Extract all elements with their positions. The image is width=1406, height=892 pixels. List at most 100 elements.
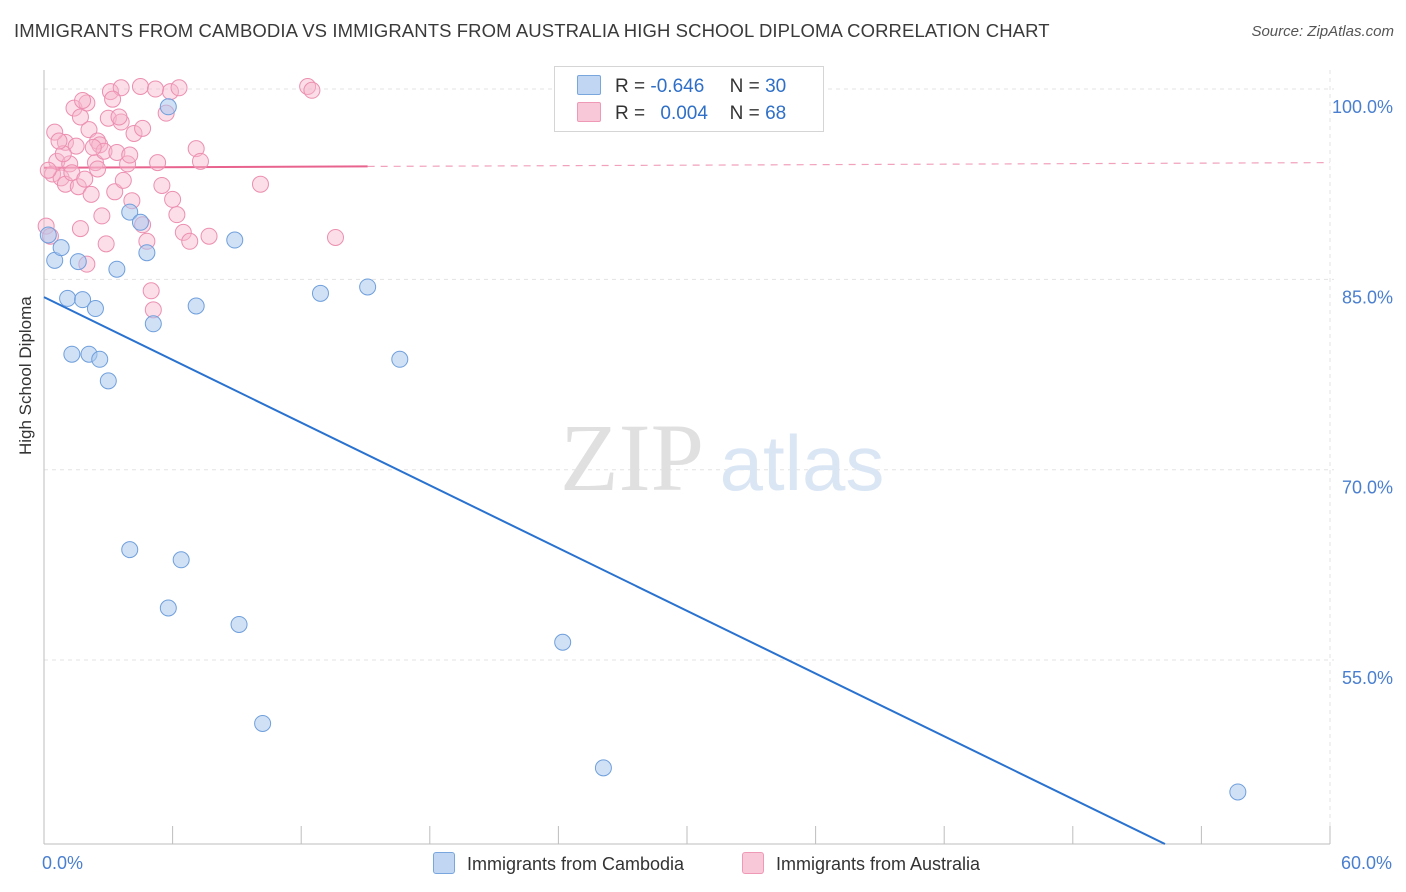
bottom-legend-label-australia: Immigrants from Australia xyxy=(776,854,981,874)
y-tick-label-0: 100.0% xyxy=(1332,97,1393,117)
source-label: Source: ZipAtlas.com xyxy=(1251,23,1394,40)
point-cambodia-24 xyxy=(159,599,177,617)
point-cambodia-23 xyxy=(172,551,190,569)
point-australia-66 xyxy=(39,161,57,179)
y-tick-label-1: 85.0% xyxy=(1342,287,1393,307)
point-australia-61 xyxy=(110,108,128,126)
legend-swatch-cambodia xyxy=(577,75,601,95)
point-cambodia-20 xyxy=(359,278,377,296)
point-cambodia-22 xyxy=(121,541,139,559)
point-cambodia-15 xyxy=(144,315,162,333)
point-cambodia-11 xyxy=(108,260,126,278)
point-australia-47 xyxy=(71,108,89,126)
point-australia-52 xyxy=(121,146,139,164)
stats-legend: R = -0.646 N = 30 R = 0.004 N = 68 xyxy=(554,66,824,132)
watermark-atlas: atlas xyxy=(720,419,885,507)
point-cambodia-5 xyxy=(74,291,92,309)
point-australia-12 xyxy=(76,170,94,188)
point-australia-49 xyxy=(89,160,107,178)
tick-labels: 100.0% 85.0% 70.0% 55.0% 0.0% 60.0% xyxy=(42,97,1393,873)
watermark-zip: ZIP xyxy=(560,404,704,511)
point-cambodia-29 xyxy=(1229,783,1247,801)
bottom-legend-label-cambodia: Immigrants from Cambodia xyxy=(467,854,685,874)
point-cambodia-14 xyxy=(138,244,156,262)
point-australia-25 xyxy=(108,143,126,161)
trend-line-australia-extension xyxy=(367,162,1331,168)
point-australia-67 xyxy=(50,132,68,150)
point-australia-22 xyxy=(99,109,117,127)
point-cambodia-13 xyxy=(131,213,149,231)
gridlines xyxy=(44,70,1334,844)
point-cambodia-17 xyxy=(187,297,205,315)
point-australia-65 xyxy=(326,228,344,246)
axes xyxy=(43,70,1331,845)
point-cambodia-26 xyxy=(254,714,272,732)
point-australia-62 xyxy=(251,175,269,193)
point-australia-11 xyxy=(71,220,89,238)
x-tick-label-0: 0.0% xyxy=(42,853,83,873)
point-australia-54 xyxy=(146,80,164,98)
watermark: ZIP atlas xyxy=(560,404,884,511)
trend-line-cambodia xyxy=(43,296,1166,845)
point-australia-50 xyxy=(104,90,122,108)
point-cambodia-4 xyxy=(69,253,87,271)
chart-title: IMMIGRANTS FROM CAMBODIA VS IMMIGRANTS F… xyxy=(14,20,1050,41)
point-australia-27 xyxy=(114,171,132,189)
point-australia-21 xyxy=(97,235,115,253)
point-cambodia-2 xyxy=(52,239,70,257)
point-australia-64 xyxy=(303,81,321,99)
bottom-legend-swatch-cambodia xyxy=(433,852,455,874)
legend-n-value-australia: 68 xyxy=(765,103,787,124)
point-cambodia-7 xyxy=(63,345,81,363)
point-australia-45 xyxy=(200,227,218,245)
y-tick-label-3: 55.0% xyxy=(1342,668,1393,688)
point-cambodia-28 xyxy=(594,759,612,777)
point-australia-24 xyxy=(106,183,124,201)
point-australia-39 xyxy=(164,190,182,208)
point-australia-43 xyxy=(187,140,205,158)
y-tick-label-2: 70.0% xyxy=(1342,478,1393,498)
point-cambodia-3 xyxy=(59,289,77,307)
y-axis-label: High School Diploma xyxy=(16,296,35,455)
point-australia-15 xyxy=(82,185,100,203)
point-australia-53 xyxy=(134,119,152,137)
point-australia-9 xyxy=(67,137,85,155)
point-cambodia-27 xyxy=(554,633,572,651)
point-australia-30 xyxy=(125,124,143,142)
legend-swatch-australia xyxy=(577,102,601,122)
point-australia-57 xyxy=(46,123,64,141)
point-cambodia-16 xyxy=(159,98,177,116)
legend-r-value-australia: 0.004 xyxy=(660,103,708,124)
bottom-legend-swatch-australia xyxy=(742,852,764,874)
legend-row-cambodia: R = -0.646 N = 30 xyxy=(577,75,786,99)
point-australia-42 xyxy=(181,232,199,250)
legend-n-label: N = xyxy=(729,76,760,97)
point-australia-20 xyxy=(95,142,113,160)
x-tick-label-1: 60.0% xyxy=(1341,853,1392,873)
point-cambodia-25 xyxy=(230,615,248,633)
point-australia-41 xyxy=(174,223,192,241)
legend-row-australia: R = 0.004 N = 68 xyxy=(577,102,786,126)
point-australia-40 xyxy=(168,206,186,224)
point-cambodia-6 xyxy=(86,300,104,318)
point-australia-60 xyxy=(84,138,102,156)
bottom-legend-cambodia: Immigrants from Cambodia xyxy=(433,852,684,875)
legend-r-label: R = xyxy=(615,103,646,124)
point-australia-34 xyxy=(142,282,160,300)
bottom-legend-australia: Immigrants from Australia xyxy=(742,852,980,875)
point-cambodia-10 xyxy=(99,372,117,390)
point-cambodia-18 xyxy=(226,231,244,249)
point-cambodia-19 xyxy=(311,284,329,302)
point-australia-26 xyxy=(112,79,130,97)
point-australia-37 xyxy=(153,176,171,194)
legend-r-value-cambodia: -0.646 xyxy=(650,76,705,97)
legend-r-label: R = xyxy=(615,76,646,97)
point-cambodia-9 xyxy=(91,350,109,368)
point-australia-44 xyxy=(191,152,209,170)
point-australia-31 xyxy=(131,77,149,95)
point-cambodia-12 xyxy=(121,203,139,221)
point-australia-36 xyxy=(149,154,167,172)
data-points xyxy=(37,77,1247,801)
point-australia-59 xyxy=(74,91,92,109)
